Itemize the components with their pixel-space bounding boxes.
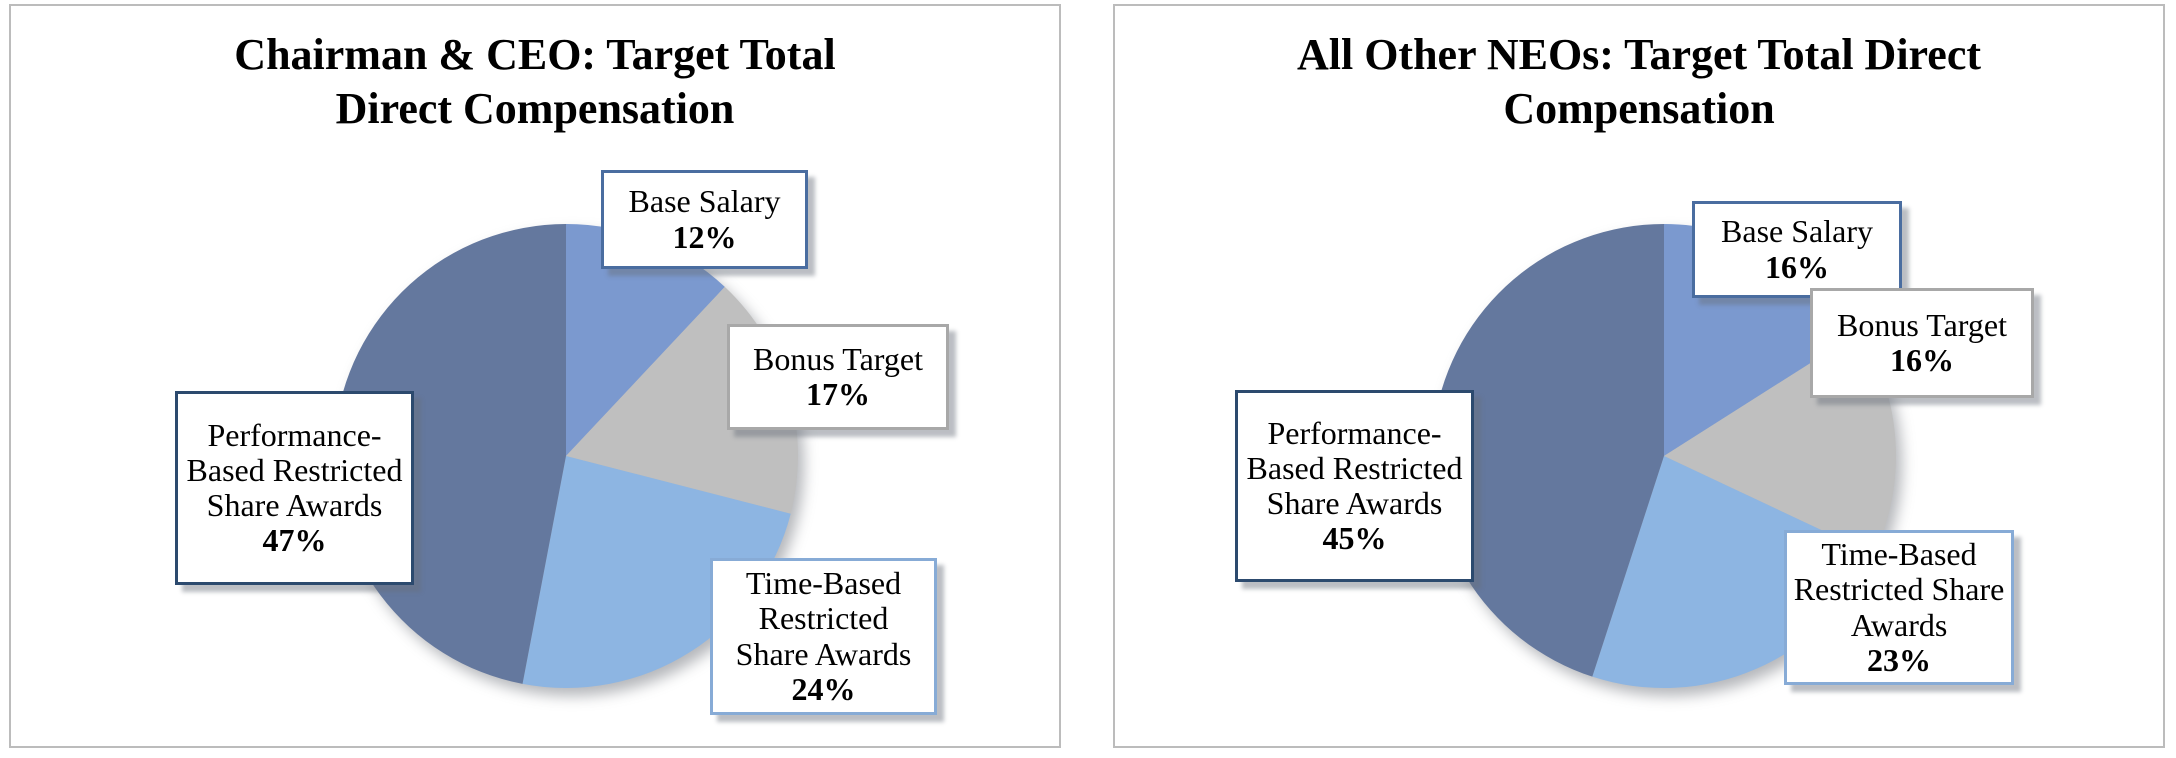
- slice-label: Performance-Based Restricted Share Award…: [1246, 414, 1463, 521]
- pie-slice-base-salary: [566, 224, 725, 456]
- label-box-performance-based-restricted-share-awards: Performance-Based Restricted Share Award…: [175, 391, 414, 585]
- chart-title: Chairman & CEO: Target Total Direct Comp…: [234, 30, 836, 133]
- chart-panel-all-other-neos: All Other NEOs: Target Total Direct Comp…: [1113, 4, 2165, 748]
- slice-label: Base Salary: [1721, 213, 1873, 250]
- slice-label: Time-Based Restricted Share Awards: [735, 565, 912, 672]
- label-box-bonus-target: Bonus Target 17%: [727, 324, 949, 430]
- slice-pct: 16%: [1890, 342, 1954, 378]
- label-box-base-salary: Base Salary 16%: [1692, 201, 1902, 298]
- slice-label: Bonus Target: [1837, 306, 2007, 343]
- slice-label: Bonus Target: [753, 340, 923, 377]
- pie-slice-performance-based-restricted-share-awards: [1431, 224, 1664, 677]
- slice-label: Performance-Based Restricted Share Award…: [186, 416, 403, 523]
- chart-panel-chairman-ceo: Chairman & CEO: Target Total Direct Comp…: [9, 4, 1061, 748]
- pie-slice-time-based-restricted-share-awards: [522, 456, 791, 688]
- slice-pct: 47%: [262, 522, 327, 559]
- slice-pct: 16%: [1765, 248, 1829, 285]
- label-box-base-salary: Base Salary 12%: [601, 170, 808, 269]
- slice-pct: 24%: [791, 670, 856, 707]
- label-box-bonus-target: Bonus Target 16%: [1810, 288, 2034, 398]
- slice-pct: 23%: [1867, 641, 1931, 678]
- slice-pct: 45%: [1322, 520, 1387, 557]
- slice-label: Base Salary: [628, 183, 781, 220]
- label-box-time-based-restricted-share-awards: Time-Based Restricted Share Awards 24%: [710, 558, 937, 715]
- label-box-performance-based-restricted-share-awards: Performance-Based Restricted Share Award…: [1235, 390, 1474, 582]
- slice-pct: 12%: [672, 218, 737, 255]
- slice-pct: 17%: [806, 376, 870, 412]
- chart-title: All Other NEOs: Target Total Direct Comp…: [1296, 30, 1982, 133]
- label-box-time-based-restricted-share-awards: Time-Based Restricted Share Awards 23%: [1784, 530, 2014, 685]
- slice-label: Time-Based Restricted Share Awards: [1793, 536, 2005, 643]
